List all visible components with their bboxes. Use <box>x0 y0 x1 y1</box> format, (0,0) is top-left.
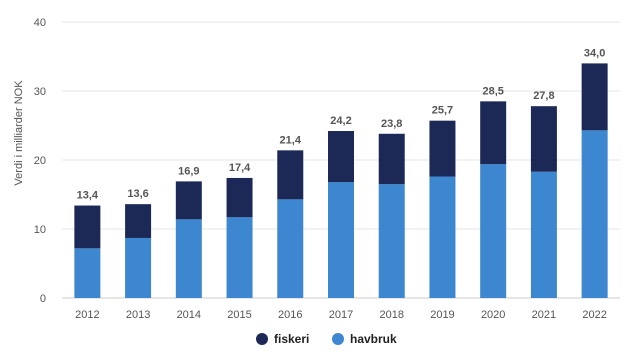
bar-segment-havbruk <box>125 237 152 298</box>
y-axis-label: Verdi i milliarder NOK <box>13 80 25 186</box>
x-tick-label: 2014 <box>177 309 201 321</box>
data-label: 13,4 <box>77 190 99 202</box>
x-tick-label: 2012 <box>75 309 99 321</box>
x-tick-label: 2015 <box>227 309 251 321</box>
y-tick-label: 20 <box>34 155 46 167</box>
legend: fiskeri havbruk <box>256 332 397 346</box>
x-tick-label: 2017 <box>329 309 353 321</box>
y-tick-label: 30 <box>34 86 46 98</box>
bars: 13,4 13,6 16,9 17,4 21,4 24,2 23,8 25,7 28,5 27,8… <box>74 47 608 298</box>
legend-marker-fiskeri <box>256 333 268 345</box>
bar-segment-fiskeri <box>125 204 152 238</box>
data-label: 13,6 <box>127 188 148 200</box>
data-label: 23,8 <box>381 118 402 130</box>
bar-segment-fiskeri <box>277 150 304 200</box>
bar-segment-fiskeri <box>226 177 253 218</box>
data-label: 24,2 <box>330 115 351 127</box>
bar-segment-fiskeri <box>530 106 557 172</box>
bar-segment-havbruk <box>480 164 507 298</box>
bar-segment-havbruk <box>328 182 354 298</box>
legend-marker-havbruk <box>332 333 344 345</box>
bar-segment-fiskeri <box>581 63 608 131</box>
x-tick-label: 2020 <box>481 309 505 321</box>
data-label: 16,9 <box>178 165 199 177</box>
x-axis-ticks: 2012 2013 2014 2015 2016 2017 2018 2019 2020 2021… <box>75 309 607 321</box>
data-label: 17,4 <box>229 162 251 174</box>
bar-segment-havbruk <box>277 199 304 298</box>
legend-label-havbruk: havbruk <box>350 332 397 346</box>
bar-segment-havbruk <box>378 184 405 298</box>
bar-segment-havbruk <box>175 219 202 298</box>
y-tick-label: 0 <box>40 293 46 305</box>
data-label: 25,7 <box>432 105 453 117</box>
bar-segment-fiskeri <box>429 120 456 177</box>
data-label: 28,5 <box>482 85 503 97</box>
data-label: 27,8 <box>533 90 554 102</box>
bar-segment-fiskeri <box>378 133 405 185</box>
y-tick-label: 40 <box>34 17 46 29</box>
bar-segment-havbruk <box>429 176 456 298</box>
x-tick-label: 2021 <box>532 309 556 321</box>
x-tick-label: 2019 <box>430 309 454 321</box>
y-tick-label: 10 <box>34 224 46 236</box>
bar-segment-fiskeri <box>480 101 507 165</box>
y-axis-ticks: 0 10 20 30 40 <box>34 17 46 305</box>
legend-label-fiskeri: fiskeri <box>274 332 309 346</box>
x-tick-label: 2013 <box>126 309 150 321</box>
bar-segment-havbruk <box>74 248 101 298</box>
bar-segment-fiskeri <box>74 205 101 249</box>
bar-segment-havbruk <box>581 130 608 298</box>
data-label: 21,4 <box>280 134 302 146</box>
x-tick-label: 2018 <box>379 309 403 321</box>
x-tick-label: 2016 <box>278 309 302 321</box>
bar-segment-havbruk <box>530 171 557 298</box>
bar-segment-havbruk <box>226 217 253 298</box>
bar-segment-fiskeri <box>175 181 202 220</box>
bar-segment-fiskeri <box>328 131 354 183</box>
data-label: 34,0 <box>584 47 605 59</box>
x-tick-label: 2022 <box>582 309 606 321</box>
